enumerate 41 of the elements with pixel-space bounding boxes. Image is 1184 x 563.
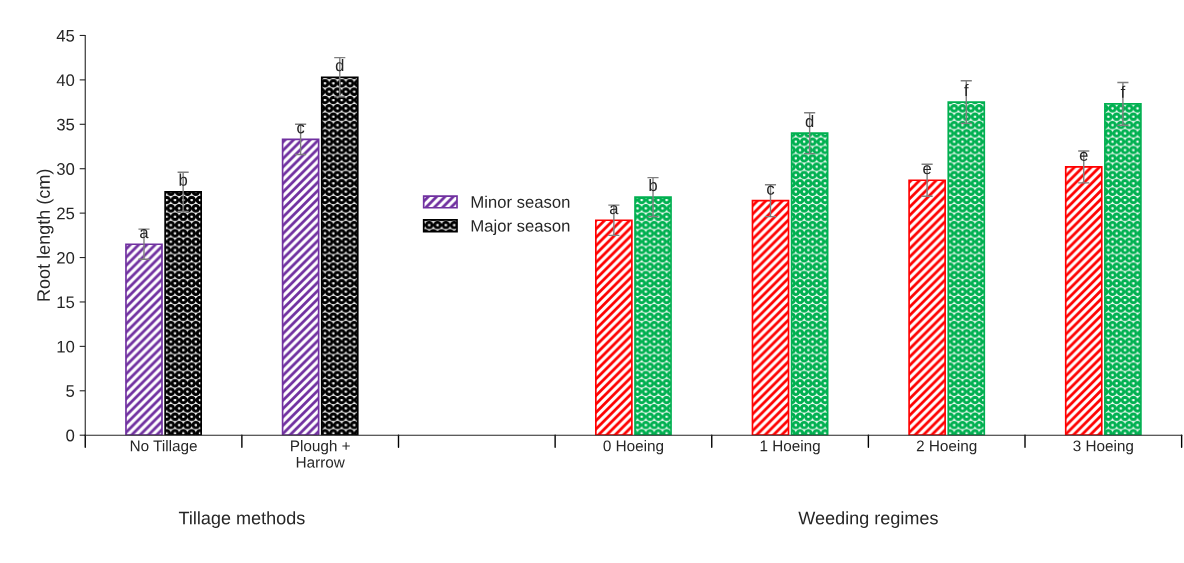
y-tick-label: 35 <box>56 118 75 131</box>
bar <box>634 196 672 436</box>
y-tick-label: 40 <box>56 74 75 87</box>
bar <box>751 199 790 436</box>
data-label: f <box>964 83 969 96</box>
data-label: a <box>140 229 149 239</box>
bar <box>164 190 202 436</box>
bar <box>947 101 986 436</box>
legend-label: Major season <box>471 219 570 236</box>
x-tick-label: No Tillage <box>130 440 197 455</box>
x-tick-label: 3 Hoeing <box>1073 440 1133 455</box>
data-label: d <box>335 59 344 72</box>
y-tick-label: 10 <box>57 340 75 353</box>
y-tick-label: 45 <box>56 30 75 42</box>
bar <box>320 76 359 436</box>
y-tick-label: 30 <box>56 163 75 175</box>
text: Weeding regimes <box>798 511 938 528</box>
y-axis-title: Root length (cm) <box>36 169 54 301</box>
bar <box>908 179 946 436</box>
x-tick-label: 1 Hoeing <box>760 440 820 455</box>
y-tick-label: 20 <box>57 251 75 264</box>
x-tick-label: 2 Hoeing <box>916 440 977 455</box>
data-label: f <box>1120 85 1126 98</box>
x-tick-label: 0 Hoeing <box>603 440 664 455</box>
y-tick-label: 5 <box>66 385 75 397</box>
data-label: b <box>649 178 657 192</box>
text: Tillage methods <box>178 511 305 528</box>
y-tick-label: 15 <box>57 296 75 309</box>
y-tick-label: 25 <box>57 207 75 220</box>
x-tick-label: Plough + Harrow <box>291 440 350 468</box>
bar <box>1104 103 1142 436</box>
bar <box>595 219 633 436</box>
bar <box>1064 166 1103 436</box>
legend-label: Minor season <box>471 195 570 208</box>
bar <box>790 132 829 436</box>
data-label: e <box>923 165 932 175</box>
bar <box>281 138 320 436</box>
y-tick-label: 0 <box>66 429 75 442</box>
data-label: a <box>609 205 619 215</box>
data-label: b <box>179 173 188 186</box>
bar <box>125 243 163 436</box>
